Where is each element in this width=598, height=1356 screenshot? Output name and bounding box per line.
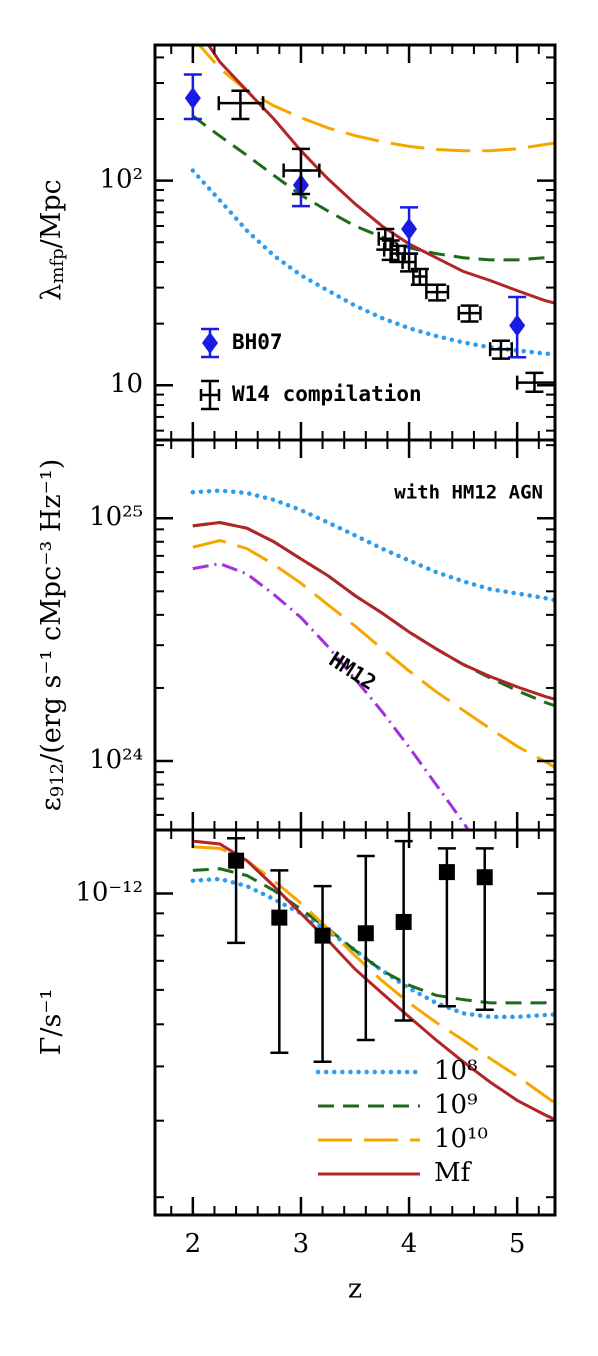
marker [395, 913, 412, 930]
y-tick-label: 10² [99, 165, 143, 195]
plot-area [190, 488, 555, 830]
y-tick-label: 10 [110, 369, 143, 399]
marker [228, 852, 245, 869]
marker [271, 909, 288, 926]
series-line [197, 45, 555, 153]
marker [476, 869, 493, 886]
marker [509, 314, 526, 337]
y-axis-label-part: 912 [47, 763, 68, 797]
y-axis-label: λmfp/Mpc [36, 179, 69, 301]
y-axis-label-part: mfp [47, 248, 68, 283]
series-label: HM12 [325, 647, 380, 695]
x-axis-label: z [348, 1274, 362, 1305]
legend-label: BH07 [232, 330, 283, 354]
marker [438, 864, 455, 881]
plot-area [190, 837, 555, 1122]
marker [184, 87, 201, 110]
y-axis-label-part: /(erg s⁻¹ cMpc⁻³ Hz⁻¹) [36, 459, 67, 763]
plot-area [183, 45, 555, 393]
legend-label: Mf [434, 1158, 473, 1188]
series-line [190, 876, 555, 1020]
y-axis-label-part: λ [36, 284, 67, 301]
y-tick-label: 10²⁴ [89, 745, 143, 775]
series-line [192, 562, 471, 830]
marker [401, 218, 418, 241]
y-tick-label: 10²⁵ [89, 502, 143, 532]
legend-label: 10⁸ [434, 1056, 478, 1086]
series-line [192, 839, 555, 1122]
x-tick-label: 5 [509, 1229, 526, 1259]
annotation: with HM12 AGN [394, 482, 543, 504]
legend-marker [202, 332, 218, 354]
series-line [206, 45, 555, 305]
marker [357, 925, 374, 942]
y-axis-label-part: ε [36, 797, 67, 811]
series-line [192, 867, 555, 1005]
series-line [192, 538, 555, 770]
series-line [192, 520, 555, 701]
y-axis-label-part: Γ/s⁻¹ [36, 989, 67, 1056]
x-tick-label: 4 [401, 1229, 418, 1259]
y-tick-label: 10⁻¹² [75, 877, 143, 907]
x-tick-label: 3 [293, 1229, 310, 1259]
x-tick-label: 2 [185, 1229, 202, 1259]
y-axis-label: Γ/s⁻¹ [36, 989, 67, 1056]
y-axis-label-part: /Mpc [36, 179, 67, 248]
series-line [190, 488, 555, 603]
marker [314, 927, 331, 944]
series-line [191, 114, 555, 262]
panel-frame [153, 828, 557, 1217]
legend-label: 10⁹ [434, 1090, 478, 1120]
legend-label: 10¹⁰ [434, 1124, 488, 1154]
y-axis-label: ε912/(erg s⁻¹ cMpc⁻³ Hz⁻¹) [36, 459, 69, 811]
legend-label: W14 compilation [232, 382, 422, 406]
